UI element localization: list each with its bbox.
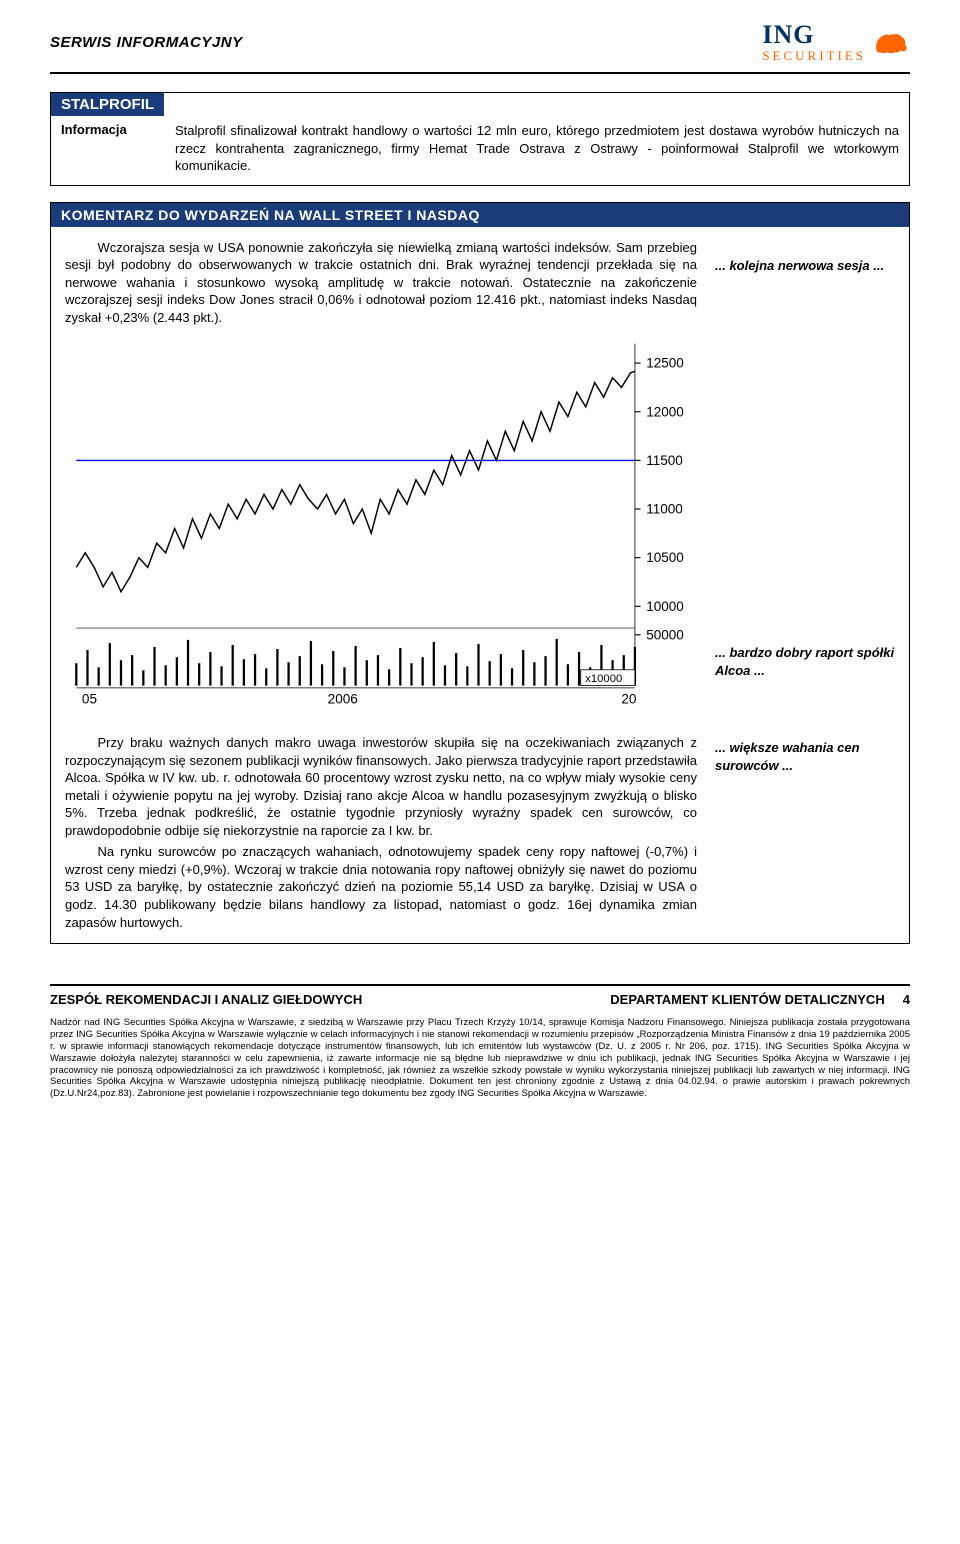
stalprofil-title: STALPROFIL xyxy=(51,93,164,116)
footer-disclaimer: Nadzór nad ING Securities Spółka Akcyjna… xyxy=(50,1017,910,1100)
footer-left: ZESPÓŁ REKOMENDACJI I ANALIZ GIEŁDOWYCH xyxy=(50,992,362,1007)
footer-right: DEPARTAMENT KLIENTÓW DETALICZNYCH xyxy=(610,992,884,1007)
logo-subtext: SECURITIES xyxy=(762,48,866,64)
lion-icon xyxy=(872,28,910,56)
stalprofil-box: STALPROFIL Informacja Stalprofil sfinali… xyxy=(50,92,910,186)
svg-text:10000: 10000 xyxy=(646,599,684,614)
svg-text:2006: 2006 xyxy=(328,692,358,707)
stalprofil-text: Stalprofil sfinalizował kontrakt handlow… xyxy=(175,122,899,175)
nasdaq-bar: KOMENTARZ DO WYDARZEŃ NA WALL STREET I N… xyxy=(51,203,909,227)
svg-text:11000: 11000 xyxy=(646,502,683,517)
stalprofil-label: Informacja xyxy=(61,122,151,175)
svg-text:11500: 11500 xyxy=(646,453,683,468)
page-header: SERWIS INFORMACYJNY ING SECURITIES xyxy=(50,20,910,74)
note2: ... bardzo dobry raport spółki Alcoa ... xyxy=(715,644,895,679)
nasdaq-para2: Przy braku ważnych danych makro uwaga in… xyxy=(65,734,697,839)
footer-page: 4 xyxy=(903,992,910,1007)
svg-text:20: 20 xyxy=(621,692,636,707)
svg-text:05: 05 xyxy=(82,692,97,707)
dow-chart: 10000 10500 11000 11500 12000 12500 50000 x1000… xyxy=(65,338,697,722)
logo-text: ING xyxy=(762,20,866,50)
note1: ... kolejna nerwowa sesja ... xyxy=(715,257,895,275)
nasdaq-box: KOMENTARZ DO WYDARZEŃ NA WALL STREET I N… xyxy=(50,202,910,944)
dow-chart-wrap: 10000 10500 11000 11500 12000 12500 50000 x1000… xyxy=(65,338,697,722)
nasdaq-left-column: Wczorajsza sesja w USA ponownie zakończy… xyxy=(65,239,697,931)
nasdaq-right-column: ... kolejna nerwowa sesja ... ... bardzo… xyxy=(715,239,895,931)
svg-text:12500: 12500 xyxy=(646,356,684,371)
svg-text:x10000: x10000 xyxy=(585,674,622,686)
svg-text:12000: 12000 xyxy=(646,405,684,420)
ing-logo: ING SECURITIES xyxy=(762,20,910,64)
nasdaq-para1: Wczorajsza sesja w USA ponownie zakończy… xyxy=(65,239,697,327)
svg-text:50000: 50000 xyxy=(646,628,684,643)
header-title: SERWIS INFORMACYJNY xyxy=(50,34,243,51)
svg-text:10500: 10500 xyxy=(646,551,684,566)
nasdaq-para3: Na rynku surowców po znaczących wahaniac… xyxy=(65,843,697,931)
note3: ... większe wahania cen surowców ... xyxy=(715,739,895,774)
footer: ZESPÓŁ REKOMENDACJI I ANALIZ GIEŁDOWYCH … xyxy=(50,984,910,1100)
